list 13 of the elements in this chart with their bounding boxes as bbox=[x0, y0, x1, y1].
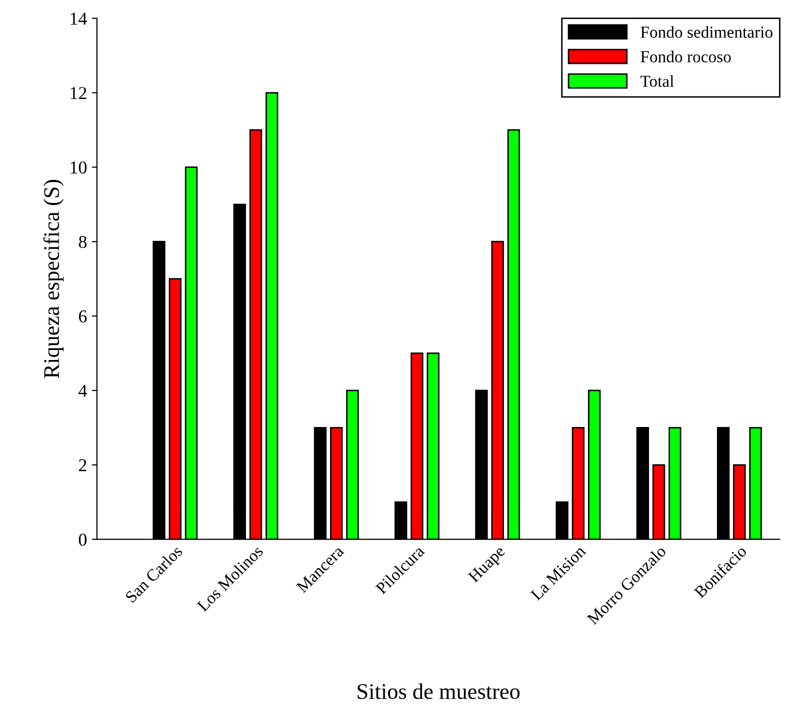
legend-label: Fondo rocoso bbox=[640, 50, 731, 62]
y-tick-label: 2 bbox=[79, 459, 86, 472]
x-axis-title: Sitios de muestreo bbox=[358, 683, 520, 700]
y-tick-label: 10 bbox=[70, 161, 87, 174]
y-tick-label: 0 bbox=[78, 534, 87, 546]
y-tick-label: 14 bbox=[70, 12, 87, 25]
legend-label: Fondo sedimentario bbox=[640, 26, 772, 38]
y-tick-label: 8 bbox=[78, 236, 87, 248]
y-tick-label: 4 bbox=[78, 384, 87, 397]
y-tick-label: 6 bbox=[78, 310, 87, 322]
legend-label: Total bbox=[640, 75, 674, 87]
y-axis-title: Riqueza especifica (S) bbox=[43, 180, 64, 378]
y-tick-label: 12 bbox=[70, 87, 86, 100]
